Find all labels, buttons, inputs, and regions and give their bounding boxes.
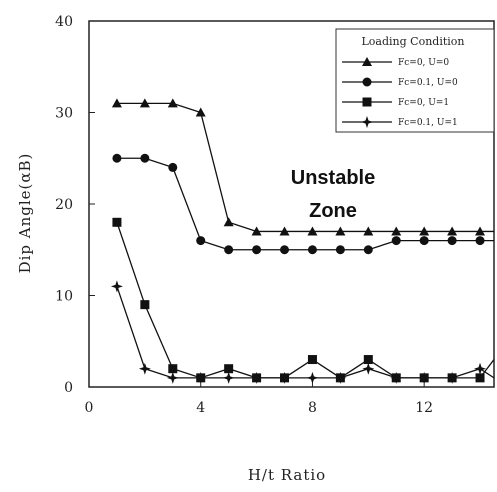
data-point <box>335 245 345 255</box>
legend-marker <box>362 57 372 66</box>
data-point <box>474 362 487 375</box>
data-point <box>110 280 123 293</box>
data-point <box>419 226 430 236</box>
data-point <box>419 236 429 246</box>
data-point <box>251 226 262 236</box>
data-point <box>195 107 206 117</box>
data-point <box>363 226 374 236</box>
data-point <box>194 371 207 384</box>
data-point <box>279 226 290 236</box>
data-point <box>140 153 150 163</box>
data-point <box>475 373 485 383</box>
series-1 <box>111 98 494 236</box>
x-tick-label: 4 <box>196 400 205 416</box>
series-line <box>116 222 494 379</box>
legend-marker <box>361 116 373 128</box>
legend-entry: Fc=0.1, U=1 <box>398 118 458 128</box>
legend-entry: Fc=0.1, U=0 <box>398 78 458 88</box>
x-tick-label: 12 <box>415 400 433 416</box>
data-point <box>112 217 122 227</box>
data-point <box>224 245 234 255</box>
series-2 <box>112 153 494 255</box>
data-point <box>446 371 459 384</box>
data-point <box>280 245 290 255</box>
legend-marker <box>362 77 372 87</box>
data-point <box>166 371 179 384</box>
data-point <box>196 236 206 246</box>
data-point <box>362 362 375 375</box>
data-point <box>168 364 178 374</box>
legend-entry: Fc=0, U=1 <box>398 98 449 108</box>
data-point <box>138 362 151 375</box>
data-point <box>140 300 150 310</box>
data-point <box>111 98 122 108</box>
legend-title: Loading Condition <box>362 35 465 48</box>
data-point <box>307 245 317 255</box>
data-point <box>335 226 346 236</box>
legend-box <box>335 28 495 133</box>
data-point <box>223 217 234 227</box>
data-point <box>224 364 234 374</box>
data-point <box>447 226 458 236</box>
data-point <box>278 371 291 384</box>
data-point <box>390 371 403 384</box>
series-layer <box>110 98 494 384</box>
series-4 <box>110 280 494 384</box>
y-tick-label: 0 <box>64 380 73 396</box>
y-tick-label: 20 <box>55 197 73 213</box>
data-point <box>112 153 122 163</box>
data-point <box>363 355 373 365</box>
annotation-line-2: Zone <box>309 200 357 222</box>
data-point <box>475 226 486 236</box>
data-point <box>391 226 402 236</box>
y-tick-label: 30 <box>55 106 73 122</box>
data-point <box>306 371 319 384</box>
annotation-line-1: Unstable <box>291 167 375 189</box>
data-point <box>363 245 373 255</box>
data-point <box>252 245 262 255</box>
y-tick-label: 10 <box>55 289 73 305</box>
x-axis-label: H/t Ratio <box>248 466 326 484</box>
data-point <box>250 371 263 384</box>
data-point <box>334 371 347 384</box>
legend-marker <box>362 97 372 107</box>
series-3 <box>112 217 494 383</box>
y-axis-label: Dip Angle(αB) <box>16 153 34 274</box>
data-point <box>475 236 485 246</box>
axes: 0 4 8 12 0 10 20 30 40 <box>55 14 495 416</box>
x-tick-label: 8 <box>308 400 317 416</box>
x-tick-label: 0 <box>85 400 94 416</box>
data-point <box>307 226 318 236</box>
data-point <box>168 162 178 172</box>
y-tick-label: 40 <box>55 14 73 30</box>
data-point <box>447 236 457 246</box>
data-point <box>418 371 431 384</box>
data-point <box>139 98 150 108</box>
data-point <box>167 98 178 108</box>
legend-entry: Fc=0, U=0 <box>398 58 449 68</box>
data-point <box>222 371 235 384</box>
legend: Loading Condition Fc=0, U=0 Fc=0.1, U=0 Fc… <box>335 28 495 133</box>
data-point <box>391 236 401 246</box>
data-point <box>307 355 317 365</box>
